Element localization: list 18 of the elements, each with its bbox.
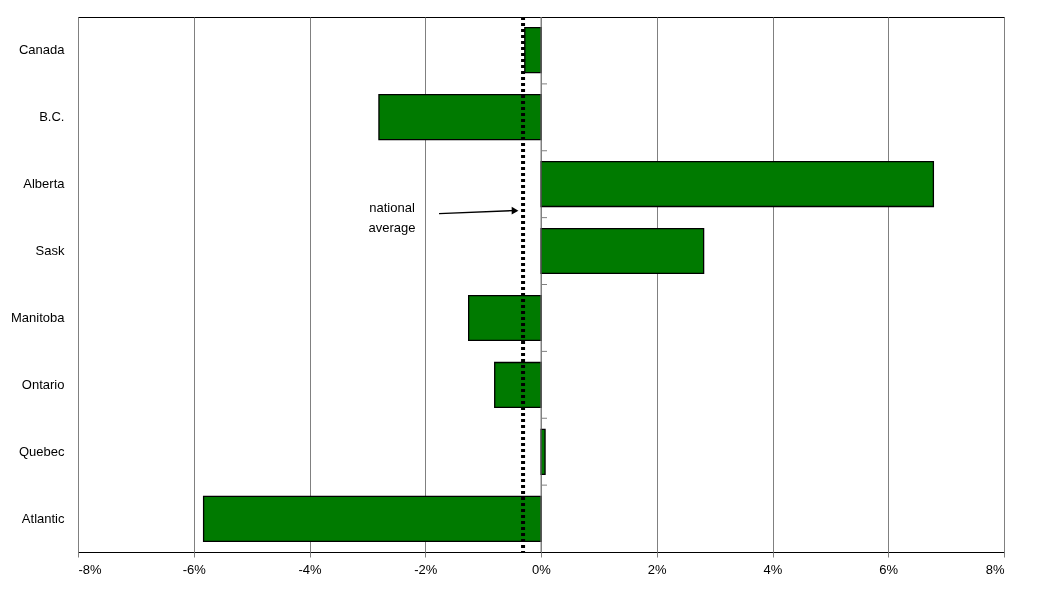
x-tick-label: 4% bbox=[763, 561, 783, 577]
ref-line-label: national average bbox=[368, 199, 416, 235]
y-tick-label: Manitoba bbox=[11, 309, 66, 325]
y-tick-label: B.C. bbox=[39, 109, 65, 125]
y-tick-label: Sask bbox=[35, 243, 65, 259]
y-tick-label: Atlantic bbox=[21, 510, 65, 526]
x-tick-label: -8% bbox=[78, 561, 103, 577]
y-tick-label: Ontario bbox=[21, 376, 65, 392]
x-tick-label: -2% bbox=[414, 561, 438, 577]
x-tick-label: 2% bbox=[647, 561, 668, 577]
y-tick-label: Canada bbox=[18, 42, 66, 58]
x-tick-label: 8% bbox=[985, 561, 1005, 577]
x-tick-label: -6% bbox=[182, 561, 207, 577]
x-tick-label: 6% bbox=[879, 561, 899, 577]
x-tick-label: -4% bbox=[298, 561, 322, 577]
y-tick-label: Alberta bbox=[23, 176, 66, 192]
x-tick-label: 0% bbox=[532, 561, 552, 577]
y-tick-label: Quebec bbox=[18, 443, 65, 459]
